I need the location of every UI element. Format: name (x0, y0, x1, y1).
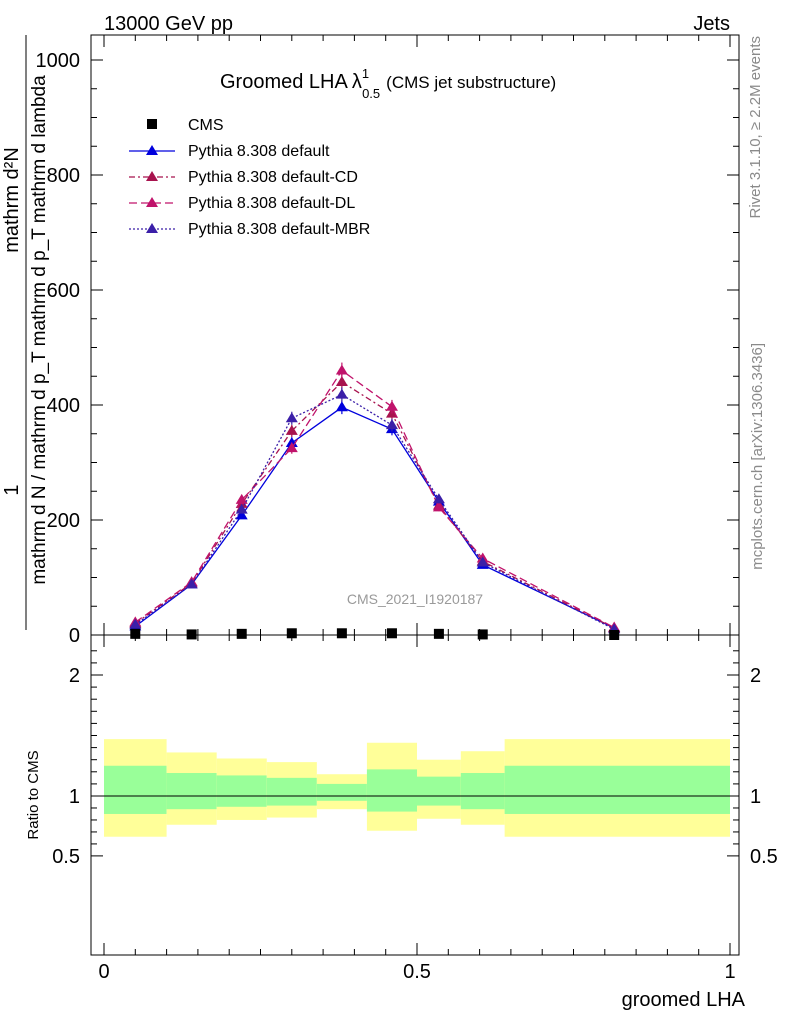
rivet-label: Rivet 3.1.10, ≥ 2.2M events (747, 36, 764, 219)
legend-dl-label: Pythia 8.308 default-DL (188, 195, 355, 212)
title-sub: 0.5 (362, 86, 380, 101)
band-green (266, 777, 317, 806)
marker-cms (477, 629, 488, 640)
ylabel-numerator: mathrm d²N (1, 147, 23, 253)
ratio-ytick-label-right: 2 (750, 665, 761, 687)
marker-mbr (476, 556, 489, 567)
band-green (216, 775, 267, 807)
ratio-ytick-label: 2 (69, 665, 80, 687)
main-ytick-label: 400 (47, 395, 80, 417)
ratio-ytick-label: 1 (69, 786, 80, 808)
header-energy: 13000 GeV pp (104, 13, 233, 35)
xtick-label: 0.5 (403, 961, 431, 983)
band-green (460, 773, 505, 810)
marker-mbr (235, 503, 248, 514)
marker-dl (285, 442, 298, 453)
main-ytick-label: 200 (47, 510, 80, 532)
band-green (504, 765, 730, 814)
marker-cms (286, 628, 297, 639)
ratio-ytick-label-right: 1 (750, 786, 761, 808)
marker-cms (609, 630, 620, 640)
main-ytick-label: 600 (47, 280, 80, 302)
title-note: (CMS jet substructure) (386, 73, 556, 92)
marker-dl (385, 400, 398, 411)
ratio-ytick-label-right: 0.5 (750, 846, 778, 868)
marker-mbr (285, 412, 298, 423)
main-ytick-label: 0 (69, 625, 80, 647)
header-jets: Jets (693, 13, 730, 35)
series-line-dl (134, 369, 615, 629)
marker-mbr (335, 388, 348, 399)
legend: CMS Pythia 8.308 default Pythia 8.308 de… (129, 117, 370, 238)
title-main: Groomed LHA (220, 71, 348, 93)
ratio-ytick-label: 0.5 (52, 846, 80, 868)
ylabel-one: 1 (1, 484, 23, 495)
legend-mbr-label: Pythia 8.308 default-MBR (188, 221, 370, 238)
legend-cd-marker (146, 171, 158, 181)
legend-default-marker (146, 145, 158, 155)
title-sup: 1 (362, 66, 369, 81)
marker-dl (432, 501, 445, 512)
main-ytick-label: 800 (47, 165, 80, 187)
marker-cms (336, 628, 347, 639)
xtick-label: 1 (724, 961, 735, 983)
legend-default-label: Pythia 8.308 default (188, 143, 330, 160)
legend-mbr-marker (146, 223, 158, 233)
marker-dl (335, 364, 348, 375)
legend-cms-label: CMS (188, 117, 224, 134)
band-green (366, 769, 417, 812)
xtick-label: 0 (98, 961, 109, 983)
band-green (104, 765, 167, 814)
marker-mbr (185, 578, 198, 589)
marker-cd (335, 376, 348, 386)
analysis-watermark: CMS_2021_I1920187 (347, 591, 483, 607)
marker-cms (433, 628, 444, 639)
marker-mbr (129, 618, 142, 629)
legend-cms-marker (147, 119, 157, 129)
ratio-axes: 0.5 0.5 1 1 2 2 (52, 650, 778, 868)
mcplots-label: mcplots.cern.ch [arXiv:1306.3436] (749, 343, 766, 570)
title-lambda: λ (352, 71, 362, 93)
xlabel: groomed LHA (622, 989, 746, 1011)
marker-mbr (432, 493, 445, 504)
marker-cd (285, 424, 298, 435)
marker-cms (236, 628, 247, 639)
marker-mbr (385, 419, 398, 430)
marker-cms (386, 628, 397, 639)
ylabel-denominator: mathrm d N / mathrm d p_T mathrm d p_T m… (29, 75, 50, 585)
legend-cd-label: Pythia 8.308 default-CD (188, 169, 358, 186)
band-green (166, 773, 217, 810)
ratio-plot-frame (90, 634, 740, 956)
marker-cms (186, 629, 197, 640)
legend-dl-marker (146, 197, 158, 207)
main-ytick-label: 1000 (36, 50, 81, 72)
marker-cms (130, 628, 141, 639)
marker-default (335, 401, 348, 412)
marker-dl (235, 493, 248, 504)
series-line-mbr (134, 393, 615, 630)
band-green (316, 783, 367, 801)
series-layer (129, 362, 621, 640)
ylabel-main: 1 mathrm d²N mathrm d N / mathrm d p_T m… (1, 35, 50, 630)
ylabel-ratio: Ratio to CMS (25, 750, 42, 839)
plot-title: Groomed LHA λ1 0.5 (CMS jet substructure) (220, 66, 556, 101)
main-axes: 0 200 400 600 800 1000 0 0.5 1 (36, 35, 739, 983)
ratio-bands (91, 739, 739, 837)
series-line-cd (134, 381, 615, 629)
marker-default (235, 509, 248, 520)
band-green (417, 776, 461, 806)
